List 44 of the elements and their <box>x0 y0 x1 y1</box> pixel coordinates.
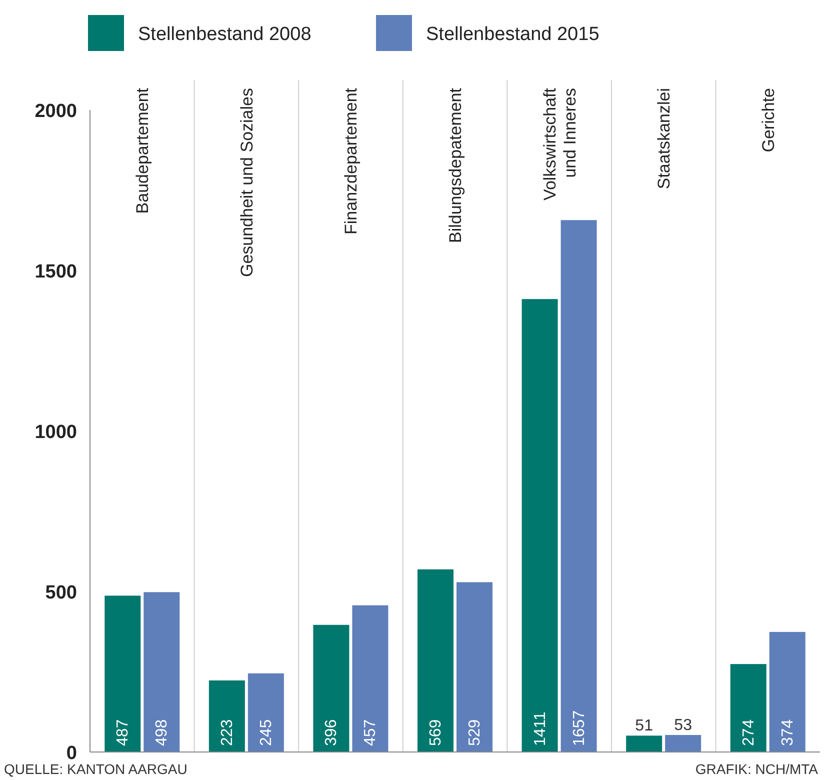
y-tick-label: 0 <box>66 743 77 764</box>
data-label: 53 <box>674 716 692 734</box>
bar <box>560 220 597 752</box>
data-label: 396 <box>323 719 340 746</box>
data-label: 498 <box>154 719 171 746</box>
data-label: 487 <box>114 719 132 746</box>
bar <box>208 680 245 752</box>
data-label: 274 <box>740 719 758 746</box>
data-label: 569 <box>428 719 444 746</box>
data-label: 374 <box>779 719 796 746</box>
bar <box>730 664 766 752</box>
x-tick-label: Finanzdepartement <box>342 88 361 234</box>
y-tick-label: 500 <box>45 582 77 604</box>
bar <box>104 596 141 752</box>
text: GRAFIK: NCH/MTA <box>695 761 819 777</box>
bar <box>352 605 388 752</box>
bar <box>456 582 492 752</box>
bar <box>144 592 180 752</box>
data-label: 223 <box>218 719 236 746</box>
bar <box>769 632 806 752</box>
x-tick-label: Gesundheit und Soziales <box>237 88 256 278</box>
data-label: 457 <box>362 719 380 746</box>
data-label: 51 <box>635 718 654 735</box>
legend-label: Stellenbestand 2008 <box>138 24 312 45</box>
data-label: 1657 <box>570 710 588 746</box>
source-note: QUELLE: KANTON AARGAU <box>4 761 188 777</box>
bar <box>665 734 702 752</box>
y-tick-label: 2000 <box>34 101 77 122</box>
data-label: 245 <box>258 719 275 746</box>
y-tick-label: 1000 <box>34 422 77 443</box>
x-tick-label: Staatskanzlei <box>654 88 674 190</box>
x-tick-label: Baudepartement <box>133 88 152 214</box>
bar <box>522 299 558 752</box>
bar <box>313 624 350 752</box>
bar <box>248 673 284 752</box>
data-label: 529 <box>466 719 484 746</box>
x-tick-label: Bildungsdepatement <box>446 88 465 244</box>
data-label: 1411 <box>532 711 549 746</box>
bar <box>418 569 454 752</box>
y-tick-label: 1500 <box>34 262 77 282</box>
x-tick-label: Gerichte <box>758 88 778 152</box>
legend-label: Stellenbestand 2015 <box>426 24 600 45</box>
x-tick-label: Volkswirtschaft und Inneres <box>540 88 580 200</box>
bar <box>626 736 662 752</box>
